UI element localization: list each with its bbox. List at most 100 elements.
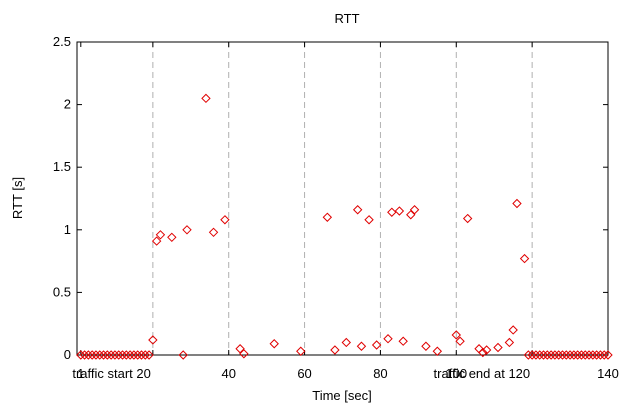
data-point	[569, 350, 579, 360]
data-point	[235, 344, 245, 354]
data-point	[481, 345, 492, 355]
data-point	[508, 325, 518, 335]
data-point	[364, 215, 374, 225]
data-point	[102, 350, 113, 360]
y-axis: 0 0.5 1 1.5 2 2.5	[53, 34, 608, 362]
data-point	[106, 350, 116, 360]
data-point	[478, 347, 488, 358]
data-point	[95, 350, 105, 360]
data-point	[576, 350, 587, 360]
data-point	[383, 334, 393, 344]
data-point	[462, 213, 473, 224]
data-point	[588, 350, 598, 360]
data-point	[110, 350, 120, 360]
data-point	[148, 335, 158, 345]
data-point	[591, 350, 602, 360]
data-point	[531, 350, 541, 360]
data-point	[580, 350, 590, 360]
data-point	[557, 350, 568, 360]
data-point	[117, 350, 128, 360]
x-axis-title: Time [sec]	[312, 388, 371, 403]
data-point	[603, 350, 613, 360]
data-point	[409, 205, 420, 215]
y-tick-label: 1	[64, 222, 71, 237]
x-tick-label: 100	[445, 366, 467, 381]
y-tick-label: 0.5	[53, 284, 71, 299]
x-tick-label: 60	[297, 366, 311, 381]
data-point	[542, 350, 553, 360]
data-point	[546, 350, 556, 360]
data-point	[421, 341, 431, 351]
data-point	[151, 236, 162, 246]
data-point	[121, 350, 132, 360]
data-point	[387, 207, 397, 217]
data-point	[296, 346, 306, 356]
plot-frame	[76, 41, 609, 356]
data-point	[432, 346, 443, 356]
data-point	[599, 350, 609, 360]
data-point	[87, 350, 97, 360]
y-axis-title: RTT [s]	[10, 177, 25, 219]
y-tick-label: 2	[64, 97, 71, 112]
data-point	[572, 350, 583, 360]
data-point	[182, 225, 192, 235]
data-point	[451, 330, 461, 340]
data-point	[330, 345, 340, 355]
data-point	[155, 230, 166, 240]
y-tick-label: 0	[64, 347, 71, 362]
data-point	[371, 340, 382, 350]
data-point	[394, 206, 405, 216]
data-point	[504, 337, 515, 348]
data-point	[512, 198, 522, 209]
y-tick-label: 2.5	[53, 34, 71, 49]
data-point	[136, 350, 147, 360]
data-point	[132, 350, 143, 360]
data-point	[406, 210, 416, 220]
data-point	[584, 350, 594, 360]
data-point	[83, 350, 94, 360]
data-point	[565, 350, 575, 360]
data-point	[201, 93, 211, 104]
data-point	[76, 350, 86, 360]
data-point	[167, 232, 177, 243]
data-point	[129, 350, 139, 360]
data-point	[398, 336, 408, 346]
data-point	[595, 350, 606, 360]
chart-title: RTT	[334, 11, 359, 26]
data-point	[561, 350, 571, 360]
data-point	[553, 350, 564, 360]
y-tick-label: 1.5	[53, 159, 71, 174]
data-point	[550, 350, 560, 360]
x-tick-label: traffic end at 120	[434, 366, 531, 381]
data-point	[455, 336, 465, 346]
data-point	[322, 212, 333, 222]
x-tick-label: 80	[373, 366, 387, 381]
gridlines	[152, 42, 533, 355]
data-point	[352, 205, 363, 215]
data-point	[535, 350, 545, 360]
data-point	[527, 350, 537, 360]
data-point	[474, 344, 484, 354]
data-point	[98, 350, 109, 360]
data-point	[341, 337, 352, 348]
x-tick-label: traffic start 20	[72, 366, 151, 381]
data-point	[519, 253, 530, 264]
data-point	[178, 350, 188, 360]
data-point	[114, 350, 124, 360]
data-point	[79, 350, 90, 360]
data-point	[208, 227, 219, 238]
data-point	[239, 349, 249, 359]
data-points	[76, 93, 613, 360]
x-tick-label: 140	[597, 366, 619, 381]
data-point	[538, 350, 549, 360]
x-tick-label: 40	[221, 366, 235, 381]
data-point	[356, 341, 367, 351]
data-point	[140, 350, 150, 360]
data-point	[144, 350, 154, 360]
data-point	[493, 342, 503, 353]
data-point	[125, 350, 135, 360]
data-point	[91, 350, 101, 360]
x-tick-label: 1	[77, 366, 84, 381]
